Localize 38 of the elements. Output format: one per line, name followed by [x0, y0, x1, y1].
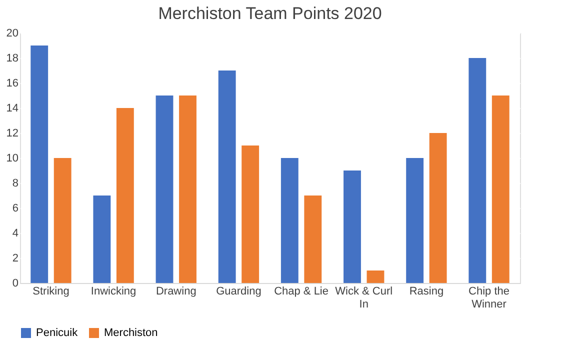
bar [366, 270, 384, 283]
bar [179, 96, 196, 283]
x-tick-label: Drawing [156, 286, 196, 298]
y-tick-label: 8 [12, 178, 18, 190]
legend-label: Penicuik [36, 327, 78, 339]
bar [344, 170, 361, 283]
bar [468, 58, 486, 283]
y-tick-label: 20 [6, 28, 18, 40]
bar [406, 158, 424, 283]
y-tick-label: 6 [12, 202, 18, 214]
y-tick-label: 10 [6, 152, 18, 164]
x-tick-label: Chip the Winner [468, 286, 510, 310]
y-tick-label: 0 [12, 278, 18, 290]
y-tick-label: 16 [6, 78, 18, 90]
bar [54, 158, 72, 283]
bar [492, 96, 510, 283]
x-tick-label: Rasing [409, 286, 444, 298]
bar [218, 70, 236, 283]
y-tick-label: 18 [6, 52, 18, 64]
bar [429, 133, 447, 283]
legend-label: Merchiston [104, 327, 158, 339]
bar [280, 158, 298, 283]
bar [116, 108, 134, 283]
y-tick-label: 14 [6, 102, 18, 114]
x-tick-label: Guarding [216, 286, 262, 298]
bar [156, 96, 174, 283]
bar [304, 196, 322, 283]
y-tick-label: 4 [12, 228, 18, 240]
x-tick-label: Inwicking [90, 286, 136, 298]
x-tick-label: Striking [32, 286, 70, 298]
chart-title: Merchiston Team Points 2020 [158, 4, 382, 23]
y-tick-label: 2 [12, 252, 18, 264]
bar [93, 196, 111, 283]
bar [30, 46, 48, 283]
x-tick-label: Chap & Lie [274, 286, 329, 298]
x-tick-label: Wick & Curl In [335, 286, 393, 310]
y-tick-label: 12 [6, 128, 18, 140]
bar [242, 146, 260, 283]
